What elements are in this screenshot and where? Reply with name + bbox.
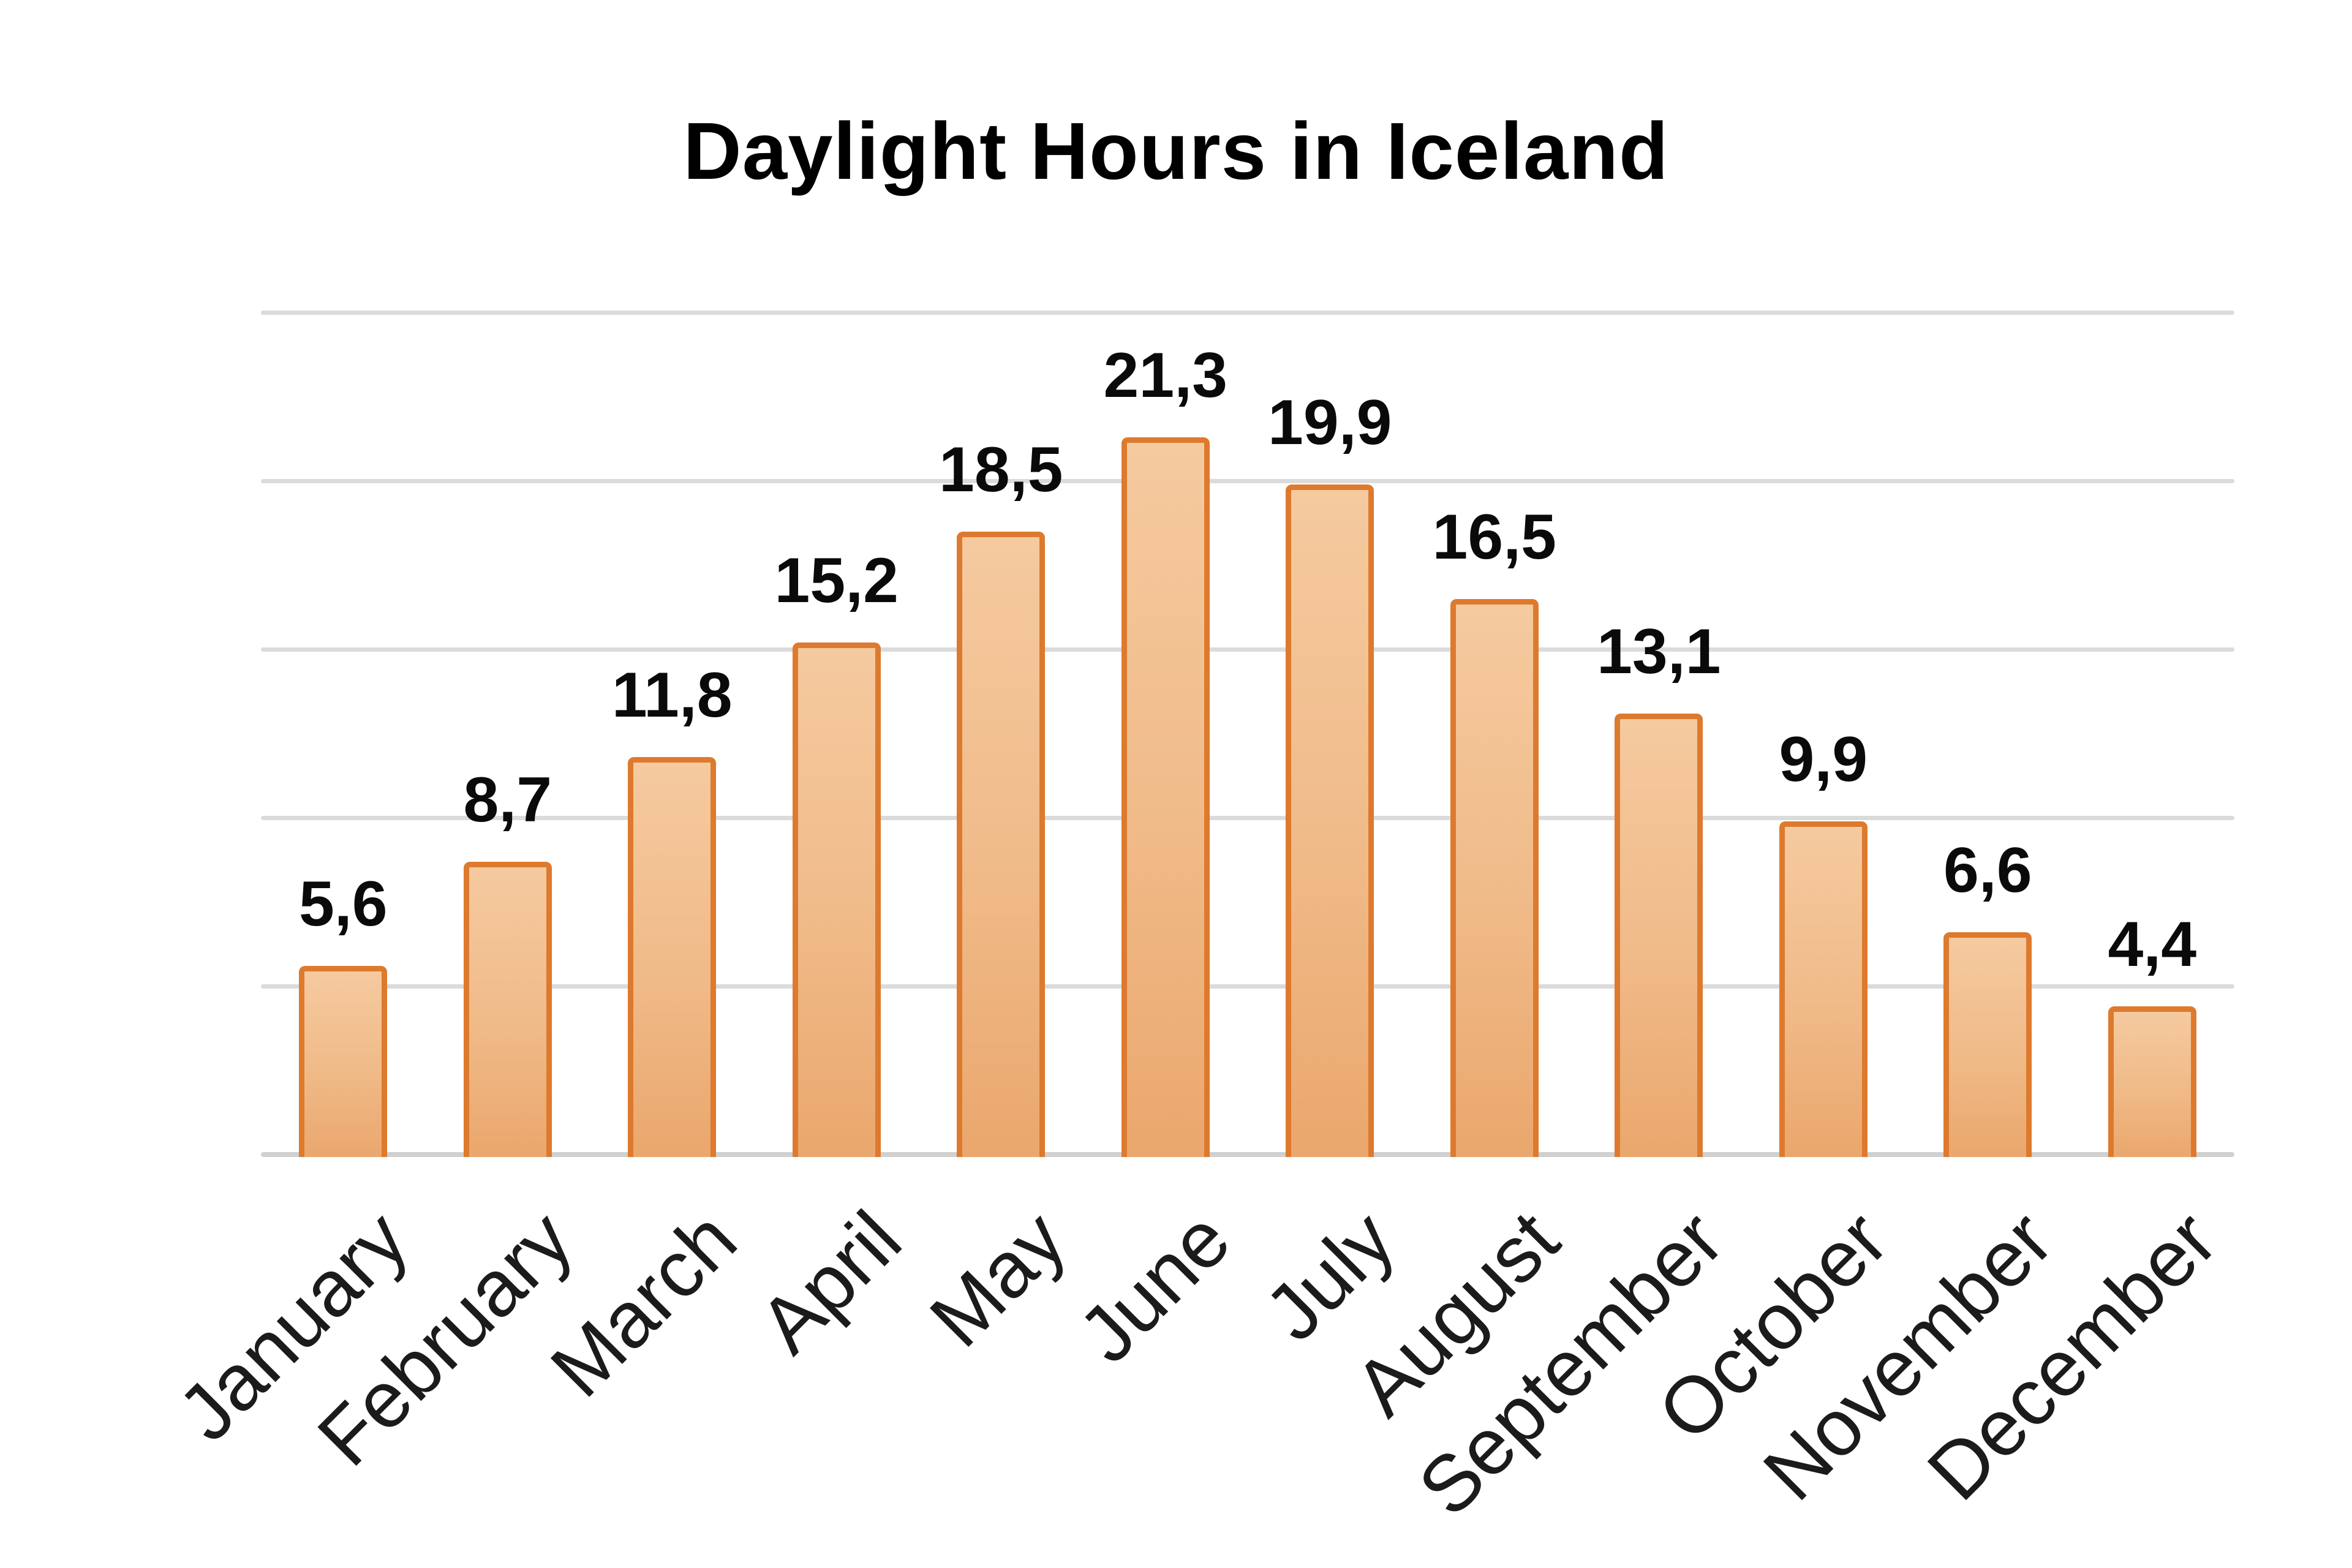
x-axis-label: May: [912, 1194, 1082, 1364]
x-axis-label: June: [1061, 1194, 1247, 1379]
bar: [1943, 932, 2032, 1157]
bar: [1286, 484, 1374, 1157]
bar-value-label: 8,7: [463, 764, 552, 835]
bar: [628, 757, 717, 1157]
bar-value-label: 15,2: [774, 545, 899, 616]
gridline: [261, 647, 2234, 652]
gridline: [261, 984, 2234, 989]
bar-value-label: 19,9: [1268, 386, 1392, 458]
bar-value-label: 11,8: [611, 660, 733, 731]
gridline: [261, 816, 2234, 820]
gridline: [261, 479, 2234, 483]
bar: [792, 643, 881, 1157]
bar-value-label: 16,5: [1432, 501, 1556, 573]
x-axis-line: [261, 1152, 2234, 1157]
bar-value-label: 4,4: [2108, 909, 2197, 980]
bar: [1450, 598, 1539, 1157]
x-axis-label: April: [742, 1194, 918, 1370]
bar-value-label: 21,3: [1103, 339, 1227, 411]
gridline: [261, 311, 2234, 315]
bar: [1615, 713, 1703, 1157]
bar-value-label: 9,9: [1779, 723, 1868, 795]
bar-value-label: 13,1: [1597, 616, 1721, 687]
bar: [1121, 437, 1210, 1157]
bar: [463, 861, 552, 1157]
x-axis-label: March: [533, 1194, 753, 1414]
bar-value-label: 18,5: [939, 434, 1063, 505]
bar: [2108, 1006, 2196, 1157]
bar: [299, 966, 388, 1157]
bar-value-label: 6,6: [1943, 835, 2032, 906]
chart-title: Daylight Hours in Iceland: [683, 106, 1669, 196]
plot-area: 5,6 8,7 11,8 15,2 18,5 21,3 19,9 16,5 13,1 9,9 6,6…: [261, 311, 2234, 1157]
bar: [957, 531, 1046, 1157]
bar: [1779, 821, 1868, 1157]
bar-value-label: 5,6: [298, 869, 388, 940]
